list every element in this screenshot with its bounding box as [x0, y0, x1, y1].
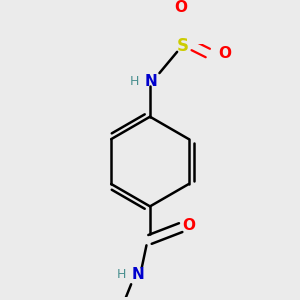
Text: H: H	[117, 268, 126, 281]
Text: O: O	[174, 0, 187, 14]
Text: H: H	[130, 75, 140, 88]
Text: S: S	[177, 37, 189, 55]
Text: N: N	[132, 267, 145, 282]
Text: O: O	[218, 46, 231, 61]
Text: N: N	[145, 74, 158, 89]
Text: O: O	[182, 218, 195, 233]
